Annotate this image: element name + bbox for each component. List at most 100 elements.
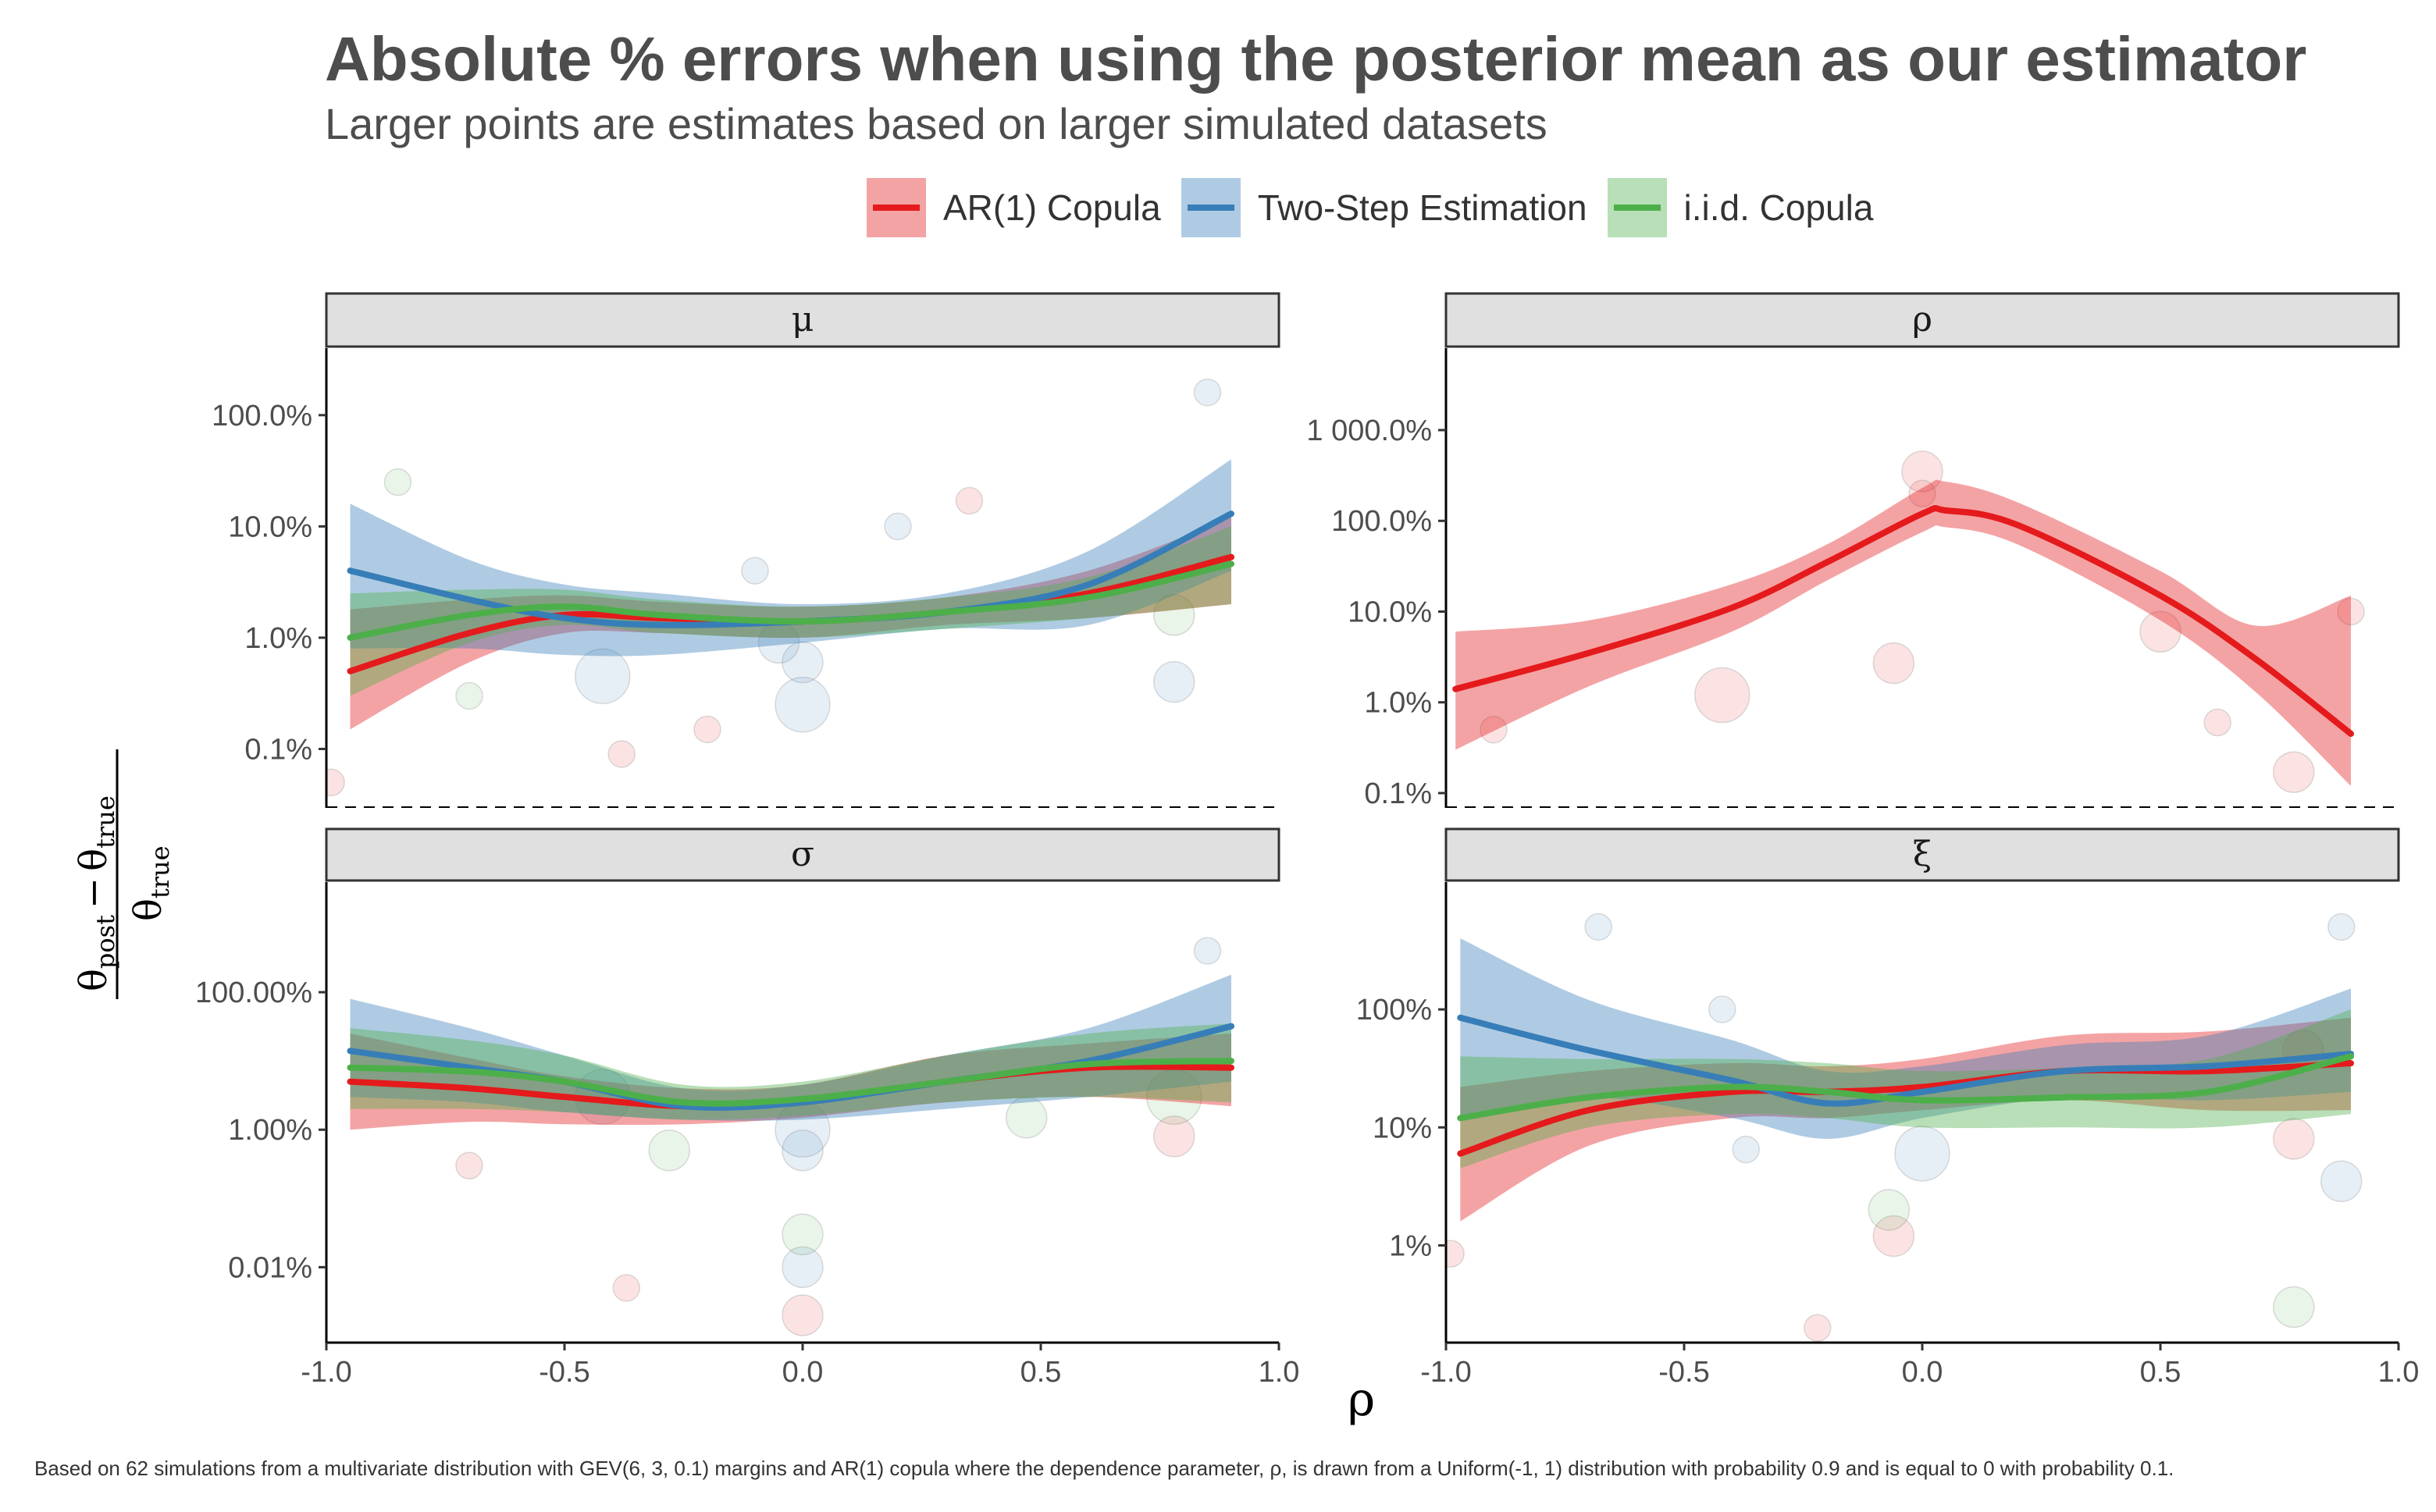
data-point-xi-3: [2273, 1118, 2315, 1160]
facet-strip-sigma: [325, 827, 1280, 882]
data-point-sigma-11: [648, 1130, 690, 1172]
legend-key-ar1: [867, 178, 926, 237]
data-point-sigma-9: [455, 1151, 483, 1180]
y-tick-label-mu-2: 10.0%: [228, 511, 312, 543]
y-tick-label-xi-2: 100%: [1356, 994, 1432, 1026]
series-line-xi-0: [1457, 1060, 2354, 1157]
y-tick-label-xi-0: 1%: [1389, 1229, 1432, 1262]
y-tick-label-rho-4: 1 000.0%: [1306, 414, 1432, 447]
x-tick-label-xi-3: 0.5: [2140, 1356, 2181, 1389]
legend: AR(1) Copula Two-Step Estimation i.i.d. …: [867, 178, 1873, 237]
y-tick-label-rho-0: 0.1%: [1364, 777, 1432, 810]
series-line-xi-2: [1457, 1053, 2354, 1122]
x-axis-title: ρ: [1348, 1372, 1376, 1427]
data-point-xi-9: [1584, 913, 1612, 941]
svg-text:θtrue: θtrue: [126, 845, 175, 921]
y-title-minus: −: [72, 877, 116, 909]
y-tick-label-rho-3: 100.0%: [1331, 505, 1432, 538]
data-point-rho-8: [2203, 708, 2231, 737]
x-tick-label-xi-4: 1.0: [2378, 1356, 2420, 1389]
facet-panel-xi: ξ -1.0 -0.5 0.0 0.5 1.0 1% 10% 100%: [1356, 827, 2420, 1389]
facet-label-rho: ρ: [1912, 300, 1932, 340]
data-point-sigma-1: [782, 1130, 824, 1172]
data-point-rho-1: [1901, 450, 1943, 493]
y-title-sub-post: post: [91, 915, 120, 969]
data-point-rho-5: [2273, 751, 2315, 793]
y-title-theta-post: θ: [72, 969, 116, 991]
x-tick-label-sigma-0: -1.0: [301, 1356, 351, 1389]
series-line-mu-2: [347, 560, 1234, 641]
y-title-theta-true: θ: [72, 848, 116, 871]
y-title-sub-true: true: [91, 795, 120, 848]
chart-subtitle: Larger points are estimates based on lar…: [325, 99, 1547, 148]
data-point-mu-11: [955, 486, 984, 515]
chart-caption: Based on 62 simulations from a multivari…: [34, 1457, 2174, 1480]
data-point-sigma-5: [612, 1274, 641, 1302]
legend-item-ar1[interactable]: AR(1) Copula: [867, 178, 1161, 237]
data-point-rho-0: [1694, 667, 1750, 724]
x-tick-label-xi-0: -1.0: [1420, 1356, 1471, 1389]
plot-area-xi: [1446, 913, 2363, 1342]
legend-label-two-step: Two-Step Estimation: [1257, 187, 1587, 228]
data-point-mu-1: [775, 676, 831, 733]
y-tick-label-rho-2: 10.0%: [1348, 596, 1432, 628]
data-point-mu-14: [693, 715, 721, 744]
y-tick-label-xi-1: 10%: [1373, 1112, 1432, 1144]
legend-key-iid: [1607, 178, 1667, 237]
y-tick-label-sigma-0: 0.01%: [228, 1251, 312, 1284]
ribbon-sigma-0: [350, 1033, 1231, 1130]
y-tick-label-mu-1: 1.0%: [244, 622, 312, 655]
y-tick-label-mu-3: 100.0%: [212, 400, 312, 432]
data-point-mu-10: [326, 768, 345, 797]
data-point-sigma-3: [782, 1246, 824, 1289]
data-point-mu-5: [741, 557, 769, 585]
y-title-denom-sub: true: [145, 845, 175, 898]
plot-area-mu: [326, 378, 1234, 797]
data-point-rho-3: [1872, 642, 1915, 685]
data-point-xi-2: [2273, 1286, 2315, 1329]
data-point-xi-1: [1872, 1215, 1915, 1258]
data-point-rho-7: [1480, 715, 1508, 744]
data-point-xi-11: [1732, 1135, 1761, 1164]
data-point-mu-2: [782, 641, 824, 684]
x-tick-label-xi-2: 0.0: [1902, 1356, 1943, 1389]
x-tick-label-sigma-4: 1.0: [1259, 1356, 1300, 1389]
legend-label-iid: i.i.d. Copula: [1683, 187, 1874, 228]
facet-strip-rho: [1444, 292, 2400, 348]
y-tick-label-sigma-1: 1.00%: [228, 1114, 312, 1147]
y-tick-label-rho-1: 1.0%: [1364, 687, 1432, 720]
data-point-rho-6: [2337, 597, 2365, 626]
facet-panel-rho: ρ 0.1% 1.0% 10.0% 100.0% 1 000.0%: [1306, 292, 2400, 810]
data-point-mu-0: [575, 648, 631, 705]
data-point-mu-9: [383, 468, 412, 496]
x-tick-label-sigma-3: 0.5: [1020, 1356, 1062, 1389]
facet-strip-mu: [325, 292, 1280, 348]
y-tick-label-mu-0: 0.1%: [244, 733, 312, 766]
data-point-mu-12: [884, 512, 912, 541]
data-point-mu-4: [607, 740, 636, 768]
y-tick-label-sigma-2: 100.00%: [195, 977, 312, 1009]
svg-text:θpost−θtrue: θpost−θtrue: [72, 795, 120, 991]
plot-area-sigma: [347, 937, 1234, 1336]
data-point-xi-5: [1804, 1314, 1832, 1342]
data-point-xi-12: [1446, 1240, 1465, 1268]
legend-item-iid[interactable]: i.i.d. Copula: [1607, 178, 1874, 237]
data-point-sigma-12: [1005, 1096, 1048, 1139]
legend-item-two-step[interactable]: Two-Step Estimation: [1181, 178, 1587, 237]
facet-label-sigma: σ: [791, 834, 814, 874]
data-point-xi-0: [1894, 1126, 1950, 1182]
x-tick-label-sigma-1: -0.5: [539, 1356, 589, 1389]
data-point-xi-7: [1708, 995, 1736, 1023]
facet-label-xi: ξ: [1913, 834, 1932, 874]
legend-key-two-step: [1181, 178, 1241, 237]
data-point-mu-6: [1153, 594, 1195, 636]
data-point-sigma-6: [1193, 937, 1222, 965]
x-tick-label-xi-1: -0.5: [1658, 1356, 1709, 1389]
chart-title: Absolute % errors when using the posteri…: [325, 24, 2307, 94]
data-point-mu-3: [455, 681, 483, 710]
x-tick-label-sigma-2: 0.0: [782, 1356, 824, 1389]
data-point-sigma-2: [782, 1213, 824, 1256]
data-point-sigma-4: [782, 1294, 824, 1336]
facet-strip-xi: [1444, 827, 2400, 882]
